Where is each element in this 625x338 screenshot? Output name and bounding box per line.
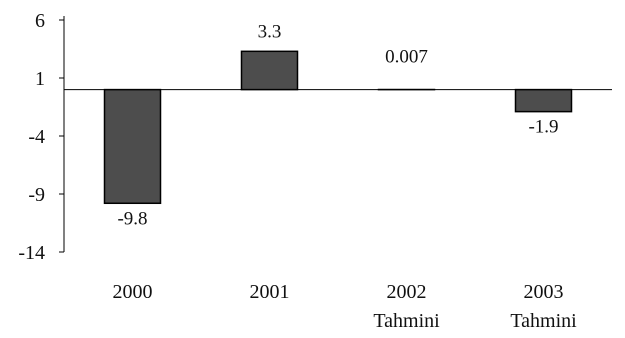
data-labels: -9.8 3.3 0.007 -1.9 [117, 21, 558, 229]
x-tick-label: 2000 [113, 281, 153, 303]
x-tick-label: 2003 [524, 281, 564, 303]
data-label: -9.8 [117, 208, 147, 229]
bar [103, 88, 162, 205]
x-tick-label: 2001 [250, 281, 290, 303]
y-tick-label: -4 [28, 126, 45, 148]
x-axis-labels: 2000 2001 2002 Tahmini 2003 Tahmini [113, 281, 578, 332]
y-tick-label: 6 [35, 10, 45, 32]
y-tick-label: -9 [28, 184, 45, 206]
y-axis: 6 1 -4 -9 -14 [18, 10, 65, 264]
x-tick-label: Tahmini [510, 310, 577, 332]
bars [103, 50, 573, 205]
data-label: 0.007 [385, 47, 428, 68]
bar [514, 88, 573, 113]
bar [240, 50, 299, 91]
x-tick-label: 2002 [387, 281, 427, 303]
y-tick-label: 1 [35, 68, 45, 90]
data-label: 3.3 [258, 21, 282, 42]
x-tick-label: Tahmini [373, 310, 440, 332]
data-label: -1.9 [528, 117, 558, 138]
y-tick-label: -14 [18, 242, 45, 264]
